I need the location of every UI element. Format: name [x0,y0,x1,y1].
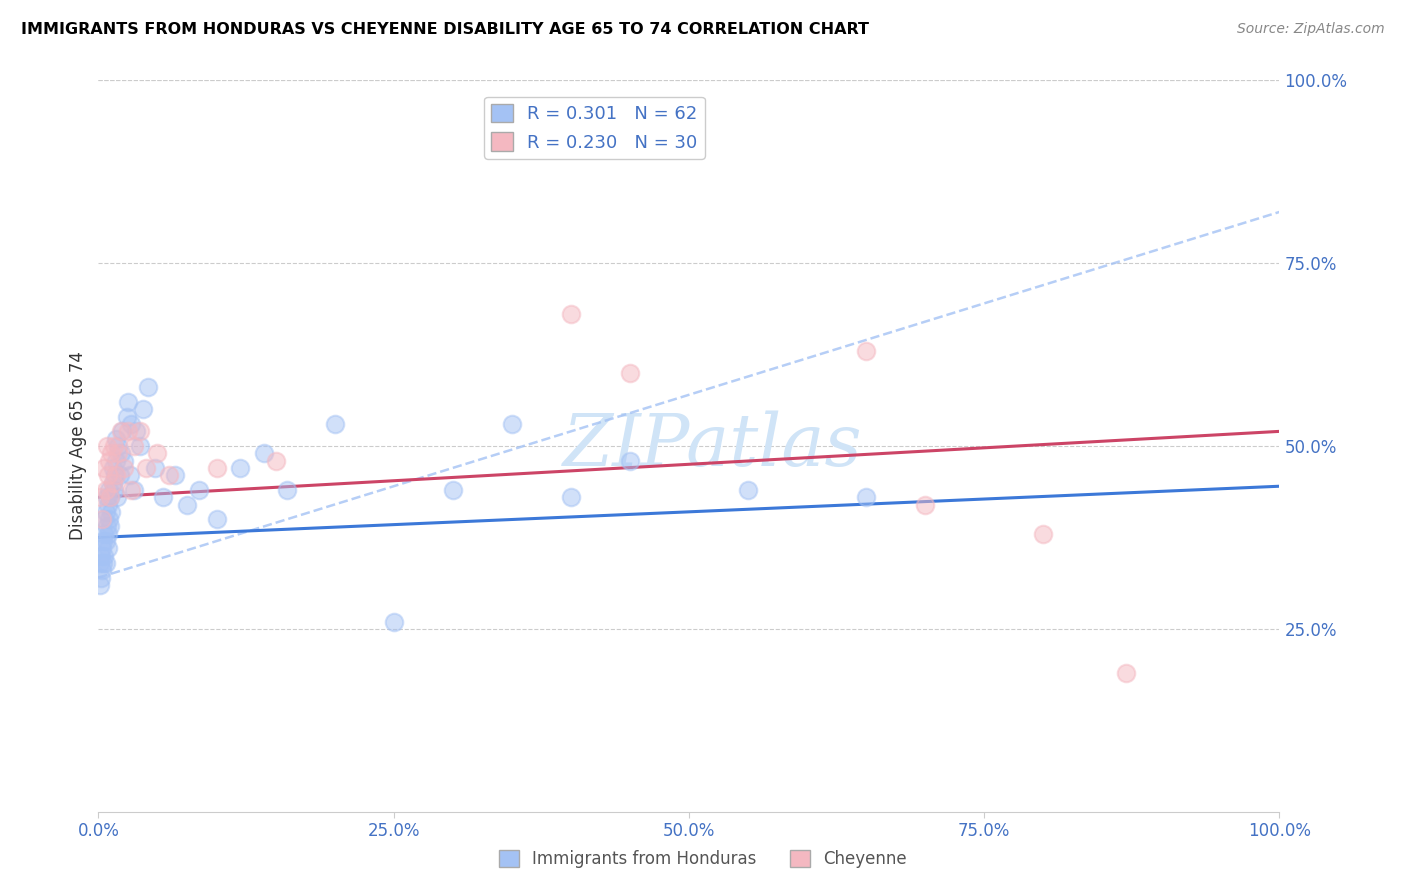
Point [94,556,117,570]
Point [229,461,252,475]
Point [264,453,287,467]
Y-axis label: Disability Age 65 to 74: Disability Age 65 to 74 [69,351,87,541]
Point [205,512,228,526]
Point [98,453,121,467]
Point [110,425,132,439]
Point [90,571,112,585]
Point [323,417,346,431]
Point [98,490,121,504]
Point [100,446,122,460]
Point [103,483,125,497]
Point [105,468,128,483]
Point [855,490,877,504]
Point [112,461,135,475]
Point [101,461,124,475]
Point [121,417,143,431]
Point [128,425,150,439]
Point [737,483,759,497]
Point [101,475,124,490]
Point [125,425,148,439]
Point [93,526,115,541]
Point [501,417,523,431]
Point [441,483,464,497]
Point [560,490,582,504]
Text: Source: ZipAtlas.com: Source: ZipAtlas.com [1237,22,1385,37]
Point [560,307,582,321]
Point [97,541,120,556]
Point [111,425,134,439]
Point [107,439,129,453]
Point [91,541,114,556]
Point [90,549,112,563]
Point [89,578,111,592]
Point [115,409,138,424]
Point [143,461,166,475]
Point [176,498,198,512]
Point [91,534,114,549]
Point [152,490,174,504]
Point [128,439,150,453]
Point [105,432,128,446]
Point [187,483,209,497]
Point [382,615,405,629]
Point [619,453,641,467]
Point [98,512,121,526]
Point [89,490,111,504]
Point [98,490,121,504]
Point [146,446,169,460]
Point [117,425,139,439]
Point [117,395,139,409]
Point [855,343,877,358]
Point [97,526,120,541]
Point [97,498,120,512]
Point [93,549,115,563]
Point [89,556,111,570]
Point [121,483,143,497]
Point [619,366,641,380]
Text: IMMIGRANTS FROM HONDURAS VS CHEYENNE DISABILITY AGE 65 TO 74 CORRELATION CHART: IMMIGRANTS FROM HONDURAS VS CHEYENNE DIS… [21,22,869,37]
Point [107,446,129,460]
Point [136,380,159,394]
Point [98,519,121,533]
Point [97,468,120,483]
Point [135,461,157,475]
Point [132,402,155,417]
Point [165,468,187,483]
Point [91,563,114,577]
Point [1115,665,1137,680]
Point [105,453,128,467]
Legend: R = 0.301   N = 62, R = 0.230   N = 30: R = 0.301 N = 62, R = 0.230 N = 30 [484,96,704,159]
Point [104,468,127,483]
Point [112,453,135,467]
Point [110,446,132,460]
Point [94,483,117,497]
Point [253,446,276,460]
Point [93,512,115,526]
Point [101,475,124,490]
Point [94,505,117,519]
Point [276,483,298,497]
Point [96,519,118,533]
Point [100,505,122,519]
Point [103,439,125,453]
Point [91,556,114,570]
Point [122,483,145,497]
Point [98,483,121,497]
Point [108,468,131,483]
Point [94,534,117,549]
Point [157,468,180,483]
Point [914,498,936,512]
Point [96,439,118,453]
Point [120,468,142,483]
Point [1032,526,1054,541]
Point [96,490,118,504]
Point [105,490,128,504]
Point [93,461,115,475]
Legend: Immigrants from Honduras, Cheyenne: Immigrants from Honduras, Cheyenne [492,843,914,875]
Point [205,461,228,475]
Point [122,439,145,453]
Text: ZIPatlas: ZIPatlas [562,410,862,482]
Point [91,512,114,526]
